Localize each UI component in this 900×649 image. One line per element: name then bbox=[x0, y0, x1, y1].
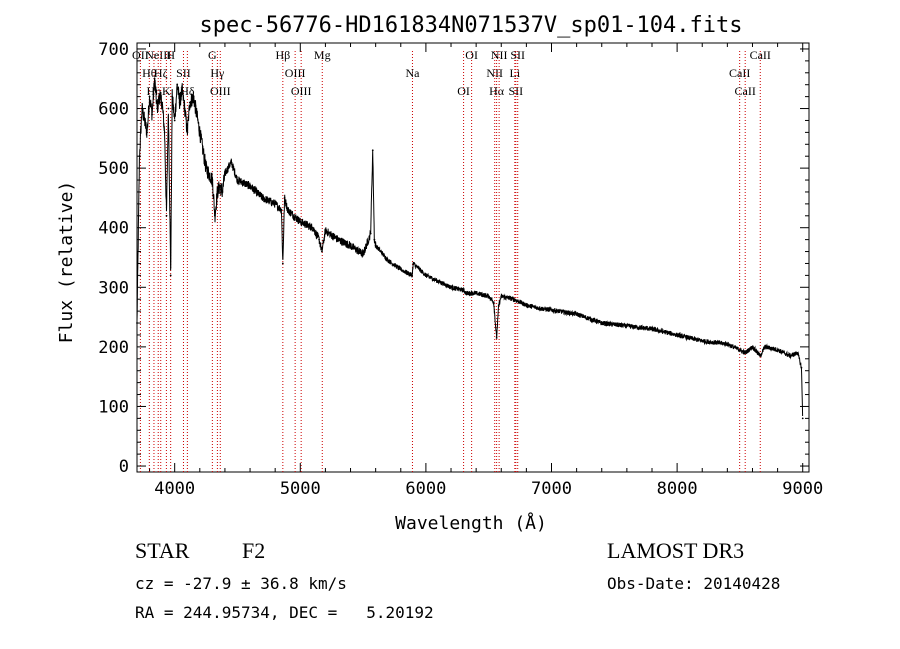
redshift-value: cz = -27.9 ± 36.8 km/s bbox=[135, 574, 347, 593]
x-axis-label: Wavelength (Å) bbox=[395, 512, 547, 534]
y-tick-label: 700 bbox=[98, 40, 129, 60]
x-tick-label: 7000 bbox=[531, 479, 572, 499]
coordinates: RA = 244.95734, DEC = 5.20192 bbox=[135, 603, 434, 622]
axes: 4000 5000 6000 7000 8000 9000 0 100 200 300 400 500… bbox=[98, 40, 823, 499]
y-axis-label: Flux (relative) bbox=[56, 181, 77, 344]
line-marker-label: SII bbox=[508, 84, 523, 98]
x-tick-label: 4000 bbox=[154, 479, 195, 499]
y-tick-label: 300 bbox=[98, 278, 129, 298]
obs-date: Obs-Date: 20140428 bbox=[607, 574, 781, 593]
spectrum-point bbox=[167, 107, 170, 110]
spectrum-point bbox=[801, 417, 804, 420]
survey-name: LAMOST DR3 bbox=[607, 538, 745, 563]
emission-line-markers: OIIHθHηNeIIIHζKHSIIHδGHγOIIIHβOIIIOIIIMg… bbox=[132, 48, 771, 472]
line-marker-label: NII bbox=[486, 66, 503, 80]
spectrum-point bbox=[281, 262, 284, 265]
spectrum-point bbox=[169, 274, 172, 277]
line-marker-label: Hγ bbox=[210, 66, 225, 80]
spectrum-point bbox=[165, 214, 168, 217]
line-marker-label: Na bbox=[405, 66, 420, 80]
spectrum-point bbox=[136, 322, 138, 324]
y-tick-label: 0 bbox=[119, 457, 129, 477]
line-marker-label: OI bbox=[457, 84, 470, 98]
y-tick-label: 400 bbox=[98, 219, 129, 239]
y-tick-label: 200 bbox=[98, 338, 129, 358]
line-marker-label: CaII bbox=[735, 84, 756, 98]
x-tick-label: 9000 bbox=[782, 479, 823, 499]
chart-title: spec-56776-HD161834N071537V_sp01-104.fit… bbox=[199, 13, 742, 38]
line-marker-label: OI bbox=[465, 48, 478, 62]
line-marker-label: NeIII bbox=[145, 48, 171, 62]
line-marker-label: OII bbox=[132, 48, 149, 62]
line-marker-label: Mg bbox=[314, 48, 331, 62]
y-tick-label: 100 bbox=[98, 397, 129, 417]
x-tick-label: 6000 bbox=[405, 479, 446, 499]
line-marker-label: CaII bbox=[729, 66, 750, 80]
plot-frame bbox=[136, 42, 810, 473]
line-marker-label: OIII bbox=[291, 84, 312, 98]
line-marker-label: H bbox=[166, 48, 175, 62]
x-tick-label: 5000 bbox=[280, 479, 321, 499]
x-tick-label: 8000 bbox=[657, 479, 698, 499]
line-marker-label: Hα bbox=[489, 84, 505, 98]
line-marker-label: Hβ bbox=[275, 48, 290, 62]
line-marker-label: OIII bbox=[210, 84, 231, 98]
line-marker-label: Hθ bbox=[142, 66, 157, 80]
line-marker-label: CaII bbox=[750, 48, 771, 62]
line-marker-label: NII bbox=[491, 48, 508, 62]
line-marker-label: G bbox=[208, 48, 217, 62]
line-marker-label: SII bbox=[510, 48, 525, 62]
y-tick-label: 600 bbox=[98, 100, 129, 120]
line-marker-label: Hζ bbox=[154, 66, 168, 80]
line-marker-label: SII bbox=[176, 66, 191, 80]
spectrum-point bbox=[173, 119, 176, 122]
y-tick-label: 500 bbox=[98, 159, 129, 179]
object-subclass: F2 bbox=[242, 538, 266, 563]
line-marker-label: K bbox=[162, 84, 171, 98]
line-marker-label: Li bbox=[509, 66, 520, 80]
line-marker-label: OIII bbox=[285, 66, 306, 80]
spectrum-line bbox=[136, 77, 804, 417]
object-class: STAR bbox=[135, 538, 190, 563]
spectrum-trace bbox=[136, 77, 804, 420]
